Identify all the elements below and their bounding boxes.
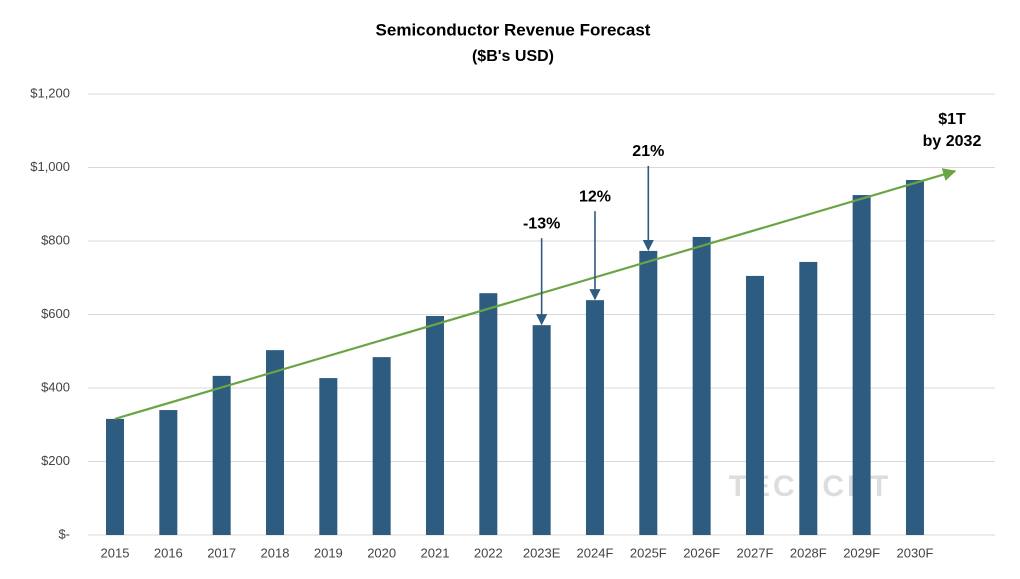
bar <box>532 325 551 535</box>
bar <box>319 378 338 535</box>
x-tick-label: 2025F <box>630 545 667 560</box>
y-tick-label: $400 <box>41 379 70 394</box>
bar <box>799 261 818 535</box>
y-tick-label: $800 <box>41 232 70 247</box>
bar <box>479 293 498 535</box>
chart-subtitle: ($B's USD) <box>472 48 554 65</box>
annotation: 21% <box>632 143 664 160</box>
x-tick-label: 2016 <box>154 545 183 560</box>
bar <box>905 179 924 535</box>
annotation: -13% <box>523 215 560 232</box>
bar <box>159 410 178 535</box>
trend-line <box>114 168 957 420</box>
y-tick-label: $1,000 <box>30 159 70 174</box>
y-tick-label: $- <box>58 526 70 541</box>
x-tick-label: 2018 <box>261 545 290 560</box>
x-tick-label: 2028F <box>790 545 827 560</box>
x-tick-label: 2023E <box>523 545 561 560</box>
x-tick-label: 2027F <box>737 545 774 560</box>
callout: by 2032 <box>923 133 982 150</box>
x-tick-label: 2024F <box>577 545 614 560</box>
bar <box>585 300 604 535</box>
x-tick-label: 2017 <box>207 545 236 560</box>
x-tick-label: 2021 <box>421 545 450 560</box>
bar <box>372 357 391 535</box>
bar <box>425 315 444 535</box>
x-tick-label: 2015 <box>101 545 130 560</box>
y-tick-label: $600 <box>41 306 70 321</box>
bar <box>692 236 711 535</box>
x-tick-label: 2030F <box>897 545 934 560</box>
annotation: 12% <box>579 188 611 205</box>
x-tick-label: 2029F <box>843 545 880 560</box>
y-tick-label: $200 <box>41 453 70 468</box>
bar <box>212 375 231 535</box>
chart-title: Semiconductor Revenue Forecast <box>376 20 651 39</box>
bar <box>639 250 658 536</box>
bar <box>745 275 764 535</box>
callout: $1T <box>938 111 966 128</box>
x-tick-label: 2022 <box>474 545 503 560</box>
x-tick-label: 2019 <box>314 545 343 560</box>
bar <box>265 350 284 535</box>
bar <box>852 195 871 535</box>
bar <box>106 418 124 535</box>
x-tick-label: 2020 <box>367 545 396 560</box>
y-tick-label: $1,200 <box>30 85 70 100</box>
x-tick-label: 2026F <box>683 545 720 560</box>
